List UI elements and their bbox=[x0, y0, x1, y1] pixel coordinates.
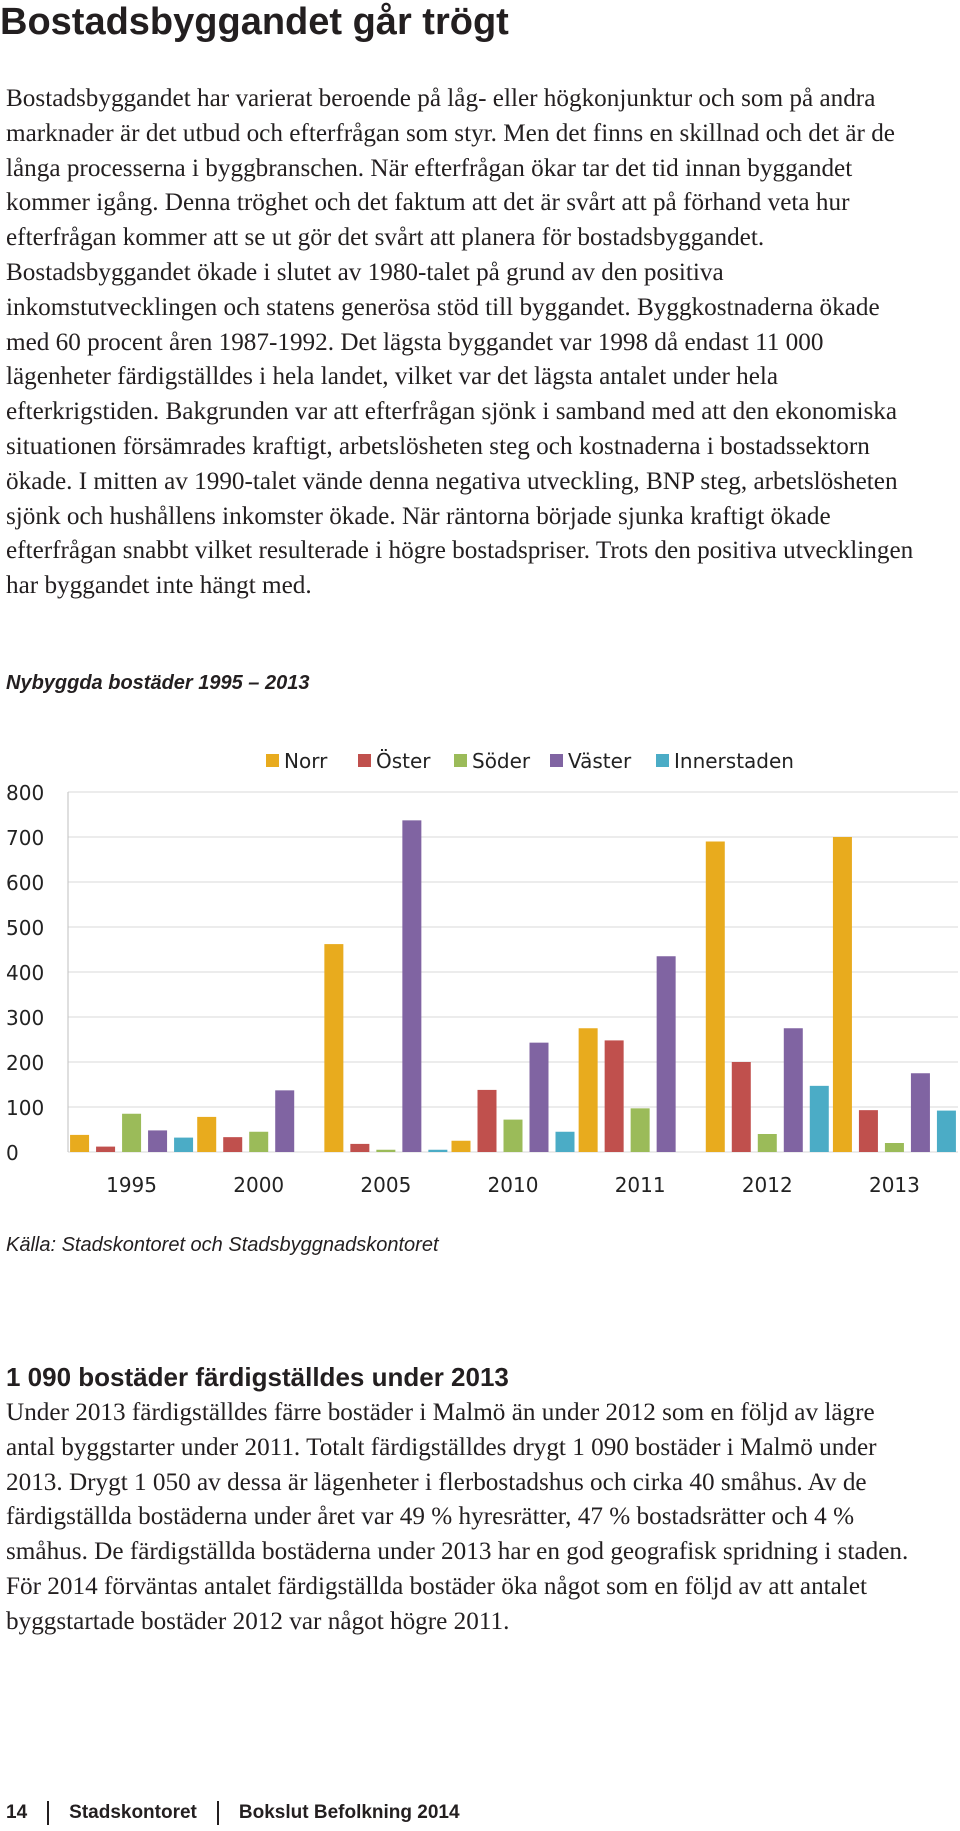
bar-norr bbox=[70, 1134, 90, 1152]
x-tick-label: 2000 bbox=[233, 1173, 284, 1197]
x-tick-label: 2011 bbox=[615, 1173, 666, 1197]
legend-label: Väster bbox=[568, 749, 632, 773]
legend-label: Öster bbox=[376, 749, 431, 773]
bar-öster bbox=[350, 1143, 370, 1152]
x-axis: 1995 2000 2005 2010 2011 2012 2013 bbox=[106, 1173, 920, 1197]
x-tick-label: 2012 bbox=[742, 1173, 793, 1197]
y-tick-label: 200 bbox=[6, 1051, 44, 1075]
bar-söder bbox=[122, 1113, 142, 1152]
bar-innerstaden bbox=[428, 1149, 448, 1152]
section-heading: 1 090 bostäder färdigställdes under 2013 bbox=[6, 1362, 509, 1392]
page-footer: 14 Stadskontoret Bokslut Befolkning 2014 bbox=[6, 1801, 460, 1825]
bar-väster bbox=[148, 1130, 168, 1152]
figure-title: Nybyggda bostäder 1995 – 2013 bbox=[6, 672, 310, 694]
bar-öster bbox=[477, 1089, 497, 1152]
legend-swatch bbox=[656, 754, 669, 767]
chart-gridlines bbox=[67, 791, 958, 1153]
bar-söder bbox=[249, 1131, 269, 1152]
chart-legend: Norr Öster Söder Väster Innerstaden bbox=[266, 749, 794, 773]
y-axis: 0 100 200 300 400 500 600 700 800 bbox=[6, 781, 44, 1165]
y-tick-label: 500 bbox=[6, 916, 44, 940]
footer-divider bbox=[216, 1801, 219, 1825]
body-paragraph: Under 2013 färdigställdes färre bostäder… bbox=[6, 1399, 909, 1635]
bar-söder bbox=[884, 1143, 904, 1152]
bar-öster bbox=[604, 1040, 624, 1152]
bar-söder bbox=[503, 1119, 523, 1152]
x-tick-label: 2013 bbox=[869, 1173, 920, 1197]
y-tick-label: 600 bbox=[6, 871, 44, 895]
intro-paragraph: Bostadsbyggandet har varierat beroende p… bbox=[6, 85, 914, 600]
source-note: Källa: Stadskontoret och Stadsbyggnadsko… bbox=[6, 1234, 439, 1256]
footer-organization: Stadskontoret bbox=[69, 1802, 197, 1823]
chart-bars bbox=[70, 820, 956, 1152]
bar-väster bbox=[529, 1042, 549, 1152]
bar-väster bbox=[656, 956, 676, 1152]
y-tick-label: 100 bbox=[6, 1096, 44, 1120]
x-tick-label: 2010 bbox=[488, 1173, 539, 1197]
bar-innerstaden bbox=[555, 1131, 575, 1152]
legend-swatch bbox=[358, 754, 371, 767]
legend-swatch bbox=[266, 754, 279, 767]
bar-söder bbox=[630, 1108, 650, 1152]
x-tick-label: 2005 bbox=[360, 1173, 411, 1197]
footer-publication: Bokslut Befolkning 2014 bbox=[238, 1802, 460, 1823]
bar-norr bbox=[324, 944, 344, 1152]
bar-öster bbox=[858, 1110, 878, 1152]
bar-norr bbox=[832, 837, 852, 1152]
bar-norr bbox=[451, 1140, 471, 1152]
x-tick-label: 1995 bbox=[106, 1173, 157, 1197]
page-number: 14 bbox=[6, 1802, 28, 1823]
bar-chart: Norr Öster Söder Väster Innerstaden 0 100 200 3… bbox=[6, 749, 958, 1197]
bar-väster bbox=[910, 1073, 930, 1152]
bar-öster bbox=[731, 1062, 751, 1152]
legend-label: Norr bbox=[284, 749, 328, 773]
bar-norr bbox=[578, 1028, 598, 1152]
bar-söder bbox=[757, 1134, 777, 1152]
bar-innerstaden bbox=[936, 1110, 956, 1152]
legend-label: Söder bbox=[472, 749, 531, 773]
bar-väster bbox=[402, 820, 422, 1152]
bar-öster bbox=[223, 1137, 243, 1152]
page-title: Bostadsbyggandet går trögt bbox=[0, 1, 509, 43]
y-tick-label: 400 bbox=[6, 961, 44, 985]
bar-innerstaden bbox=[174, 1137, 194, 1152]
bar-norr bbox=[705, 841, 725, 1152]
y-tick-label: 0 bbox=[6, 1141, 19, 1165]
y-tick-label: 800 bbox=[6, 781, 44, 805]
bar-väster bbox=[783, 1028, 803, 1152]
legend-swatch bbox=[454, 754, 467, 767]
bar-norr bbox=[197, 1116, 217, 1152]
legend-swatch bbox=[550, 754, 563, 767]
bar-öster bbox=[96, 1146, 116, 1152]
bar-söder bbox=[376, 1149, 396, 1152]
bar-väster bbox=[275, 1090, 295, 1152]
bar-innerstaden bbox=[809, 1085, 829, 1152]
footer-divider bbox=[47, 1801, 50, 1825]
y-tick-label: 700 bbox=[6, 826, 44, 850]
y-tick-label: 300 bbox=[6, 1006, 44, 1030]
legend-label: Innerstaden bbox=[674, 749, 794, 773]
